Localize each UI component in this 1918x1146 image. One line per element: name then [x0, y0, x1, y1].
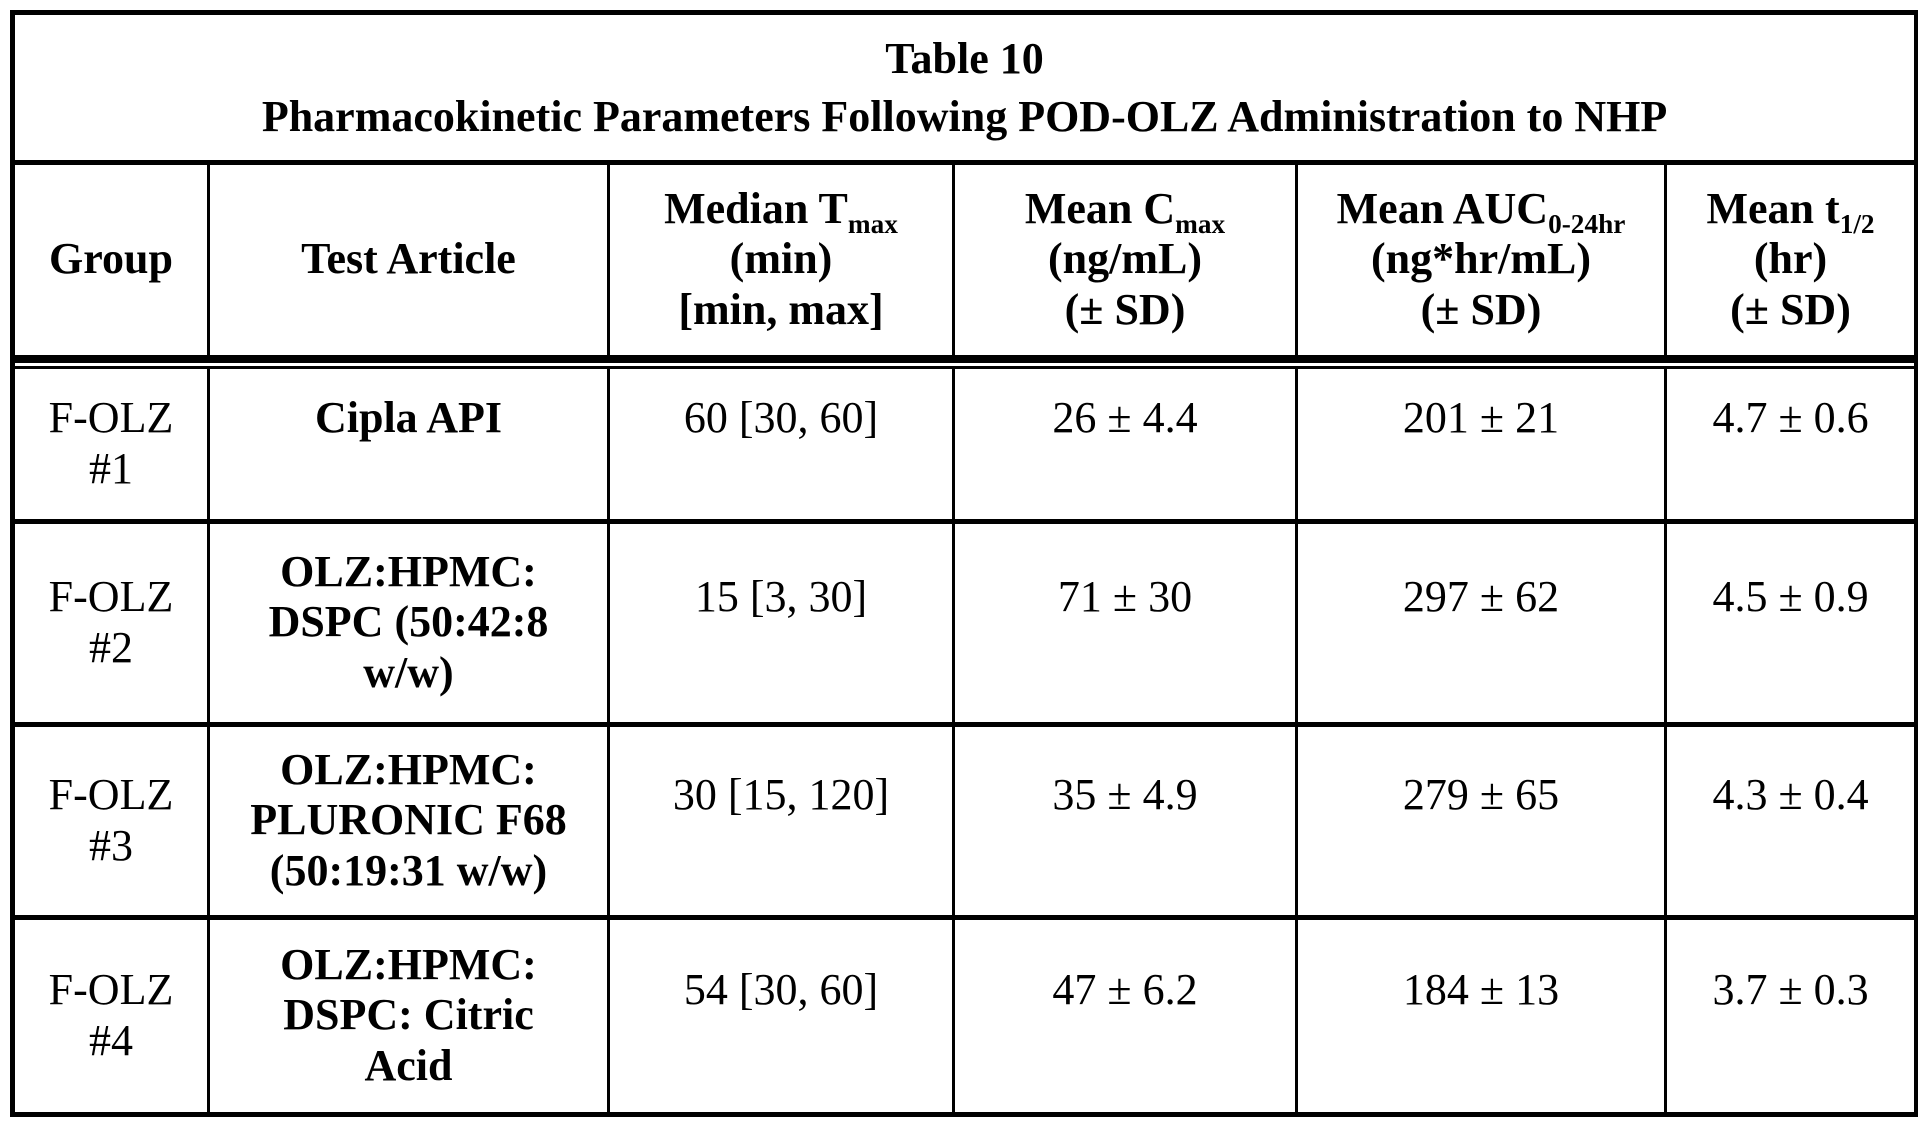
- group-cell: F-OLZ #4: [11, 914, 210, 1117]
- auc-cell: 297 ± 62: [1295, 518, 1667, 727]
- thalf-cell: 3.7 ± 0.3: [1663, 914, 1918, 1117]
- test-article-cell: OLZ:HPMC: PLURONIC F68 (50:19:31 w/w): [207, 721, 610, 920]
- column-header-auc: Mean AUC0-24hr (ng*hr/mL) (± SD): [1295, 160, 1667, 361]
- column-header-cmax: Mean Cmax (ng/mL) (± SD): [952, 160, 1298, 361]
- pk-table: Table 10 Pharmacokinetic Parameters Foll…: [10, 10, 1918, 1117]
- auc-cell: 279 ± 65: [1295, 721, 1667, 920]
- tmax-cell: 15 [3, 30]: [607, 518, 955, 727]
- column-header-thalf: Mean t1/2 (hr) (± SD): [1663, 160, 1918, 361]
- cmax-cell: 47 ± 6.2: [952, 914, 1298, 1117]
- header-body-double-rule: [10, 354, 1918, 369]
- table-title: Table 10 Pharmacokinetic Parameters Foll…: [10, 10, 1918, 165]
- tmax-cell: 30 [15, 120]: [607, 721, 955, 920]
- table-title-row: Table 10 Pharmacokinetic Parameters Foll…: [10, 10, 1918, 165]
- table-row: F-OLZ #4 OLZ:HPMC: DSPC: Citric Acid 54 …: [11, 914, 1918, 1117]
- document-page: Table 10 Pharmacokinetic Parameters Foll…: [10, 10, 1918, 1117]
- auc-cell: 201 ± 21: [1295, 367, 1667, 524]
- column-header-group: Group: [11, 160, 210, 361]
- table-row: F-OLZ #2 OLZ:HPMC: DSPC (50:42:8 w/w) 15…: [11, 518, 1918, 727]
- table-header-row: Group Test Article Median Tmax (min) [min…: [11, 160, 1918, 361]
- thalf-cell: 4.5 ± 0.9: [1663, 518, 1918, 727]
- table-row: F-OLZ #1 Cipla API 60 [30, 60] 26 ± 4.4 …: [11, 367, 1918, 524]
- cmax-cell: 35 ± 4.9: [952, 721, 1298, 920]
- thalf-cell: 4.3 ± 0.4: [1663, 721, 1918, 920]
- tmax-cell: 54 [30, 60]: [607, 914, 955, 1117]
- column-header-test-article: Test Article: [207, 160, 610, 361]
- cmax-cell: 26 ± 4.4: [952, 367, 1298, 524]
- group-cell: F-OLZ #1: [11, 367, 210, 524]
- group-cell: F-OLZ #2: [11, 518, 210, 727]
- group-cell: F-OLZ #3: [11, 721, 210, 920]
- test-article-cell: OLZ:HPMC: DSPC (50:42:8 w/w): [207, 518, 610, 727]
- table-caption: Pharmacokinetic Parameters Following POD…: [261, 91, 1668, 141]
- cmax-cell: 71 ± 30: [952, 518, 1298, 727]
- table-row: F-OLZ #3 OLZ:HPMC: PLURONIC F68 (50:19:3…: [11, 721, 1918, 920]
- table-number: Table 10: [885, 34, 1044, 84]
- column-header-tmax: Median Tmax (min) [min, max]: [607, 160, 955, 361]
- thalf-cell: 4.7 ± 0.6: [1663, 367, 1918, 524]
- tmax-cell: 60 [30, 60]: [607, 367, 955, 524]
- auc-cell: 184 ± 13: [1295, 914, 1667, 1117]
- test-article-cell: Cipla API: [207, 367, 610, 524]
- test-article-cell: OLZ:HPMC: DSPC: Citric Acid: [207, 914, 610, 1117]
